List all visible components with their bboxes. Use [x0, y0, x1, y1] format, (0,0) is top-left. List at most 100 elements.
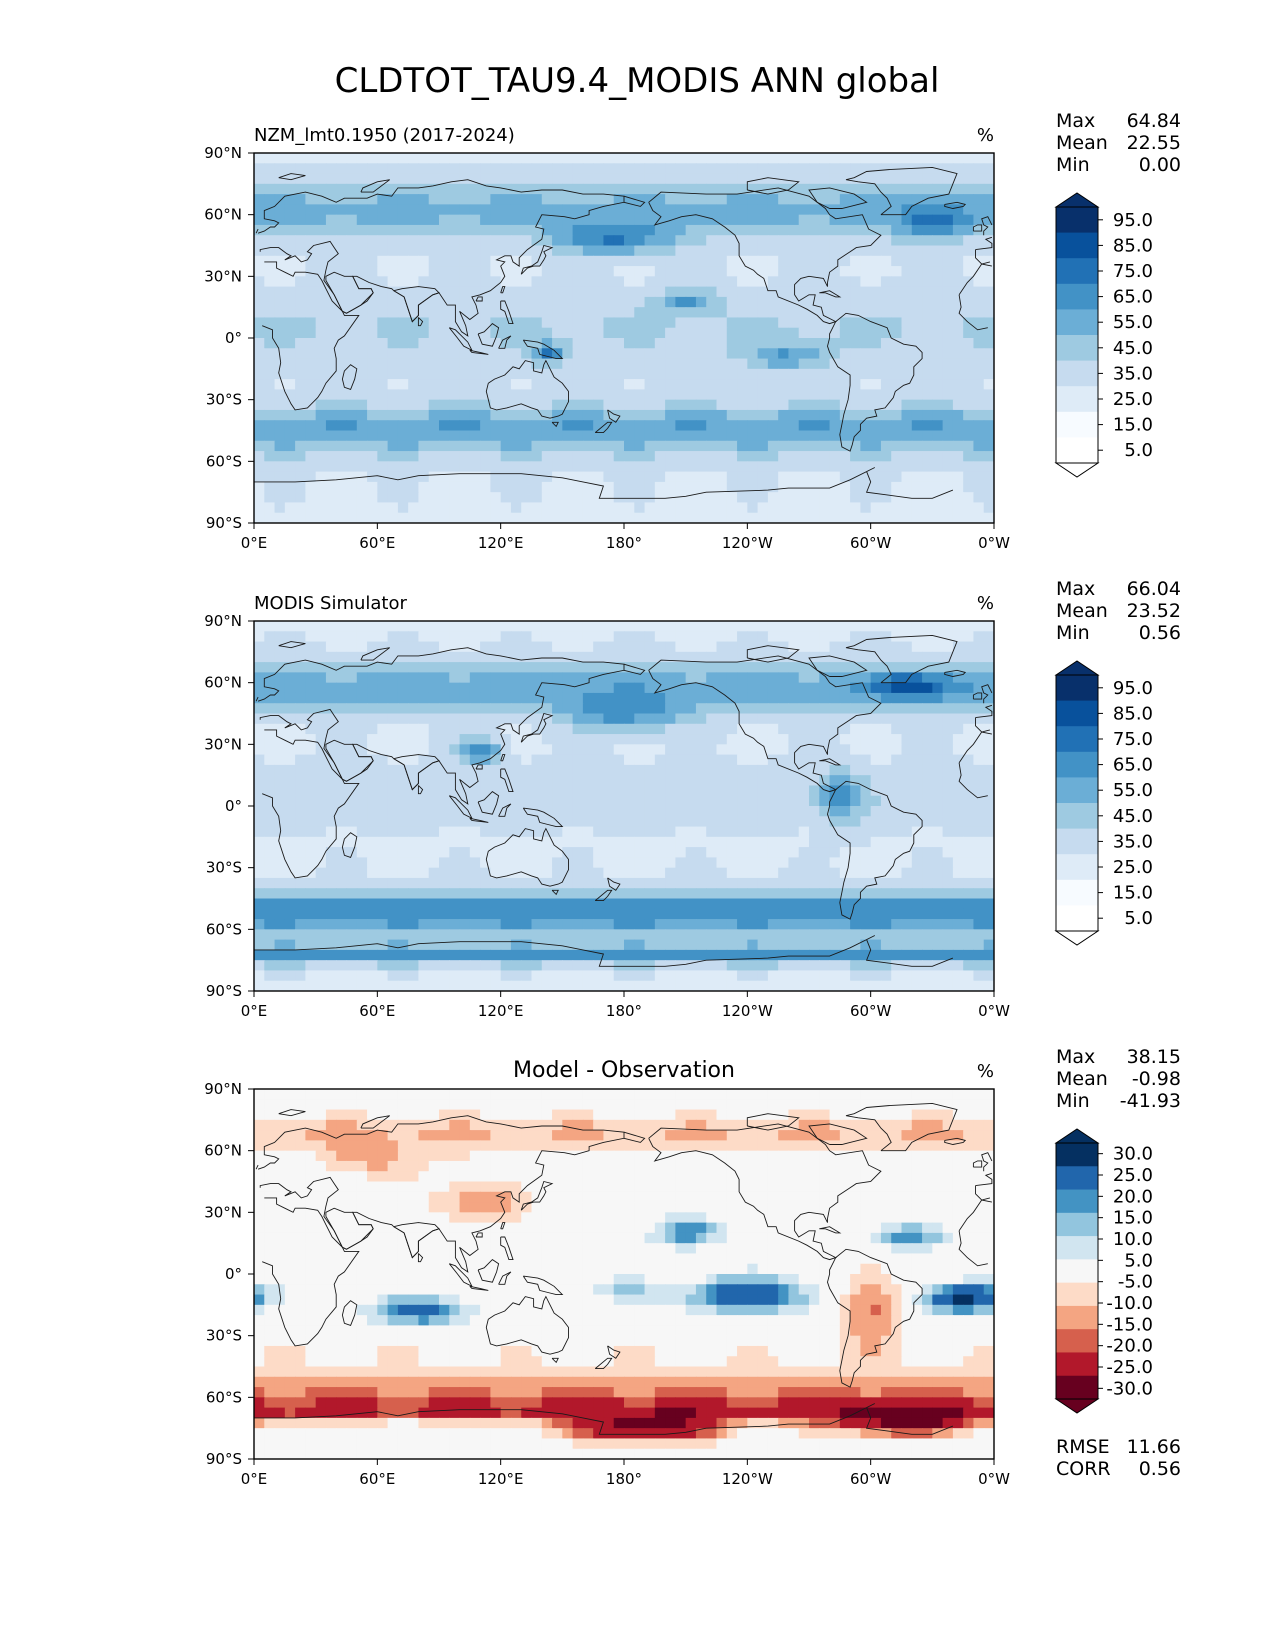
- field-cell: [665, 806, 676, 817]
- field-cell: [839, 857, 851, 869]
- field-cell: [685, 919, 697, 930]
- field-cell: [480, 409, 491, 421]
- field-cell: [510, 908, 522, 920]
- field-cell: [572, 631, 584, 643]
- field-cell: [387, 877, 399, 889]
- field-cell: [305, 662, 317, 673]
- field-cell: [675, 641, 687, 653]
- field-cell: [644, 338, 656, 349]
- field-cell: [675, 266, 687, 277]
- field-cell: [264, 651, 276, 663]
- field-cell: [336, 744, 348, 756]
- field-cell: [521, 276, 533, 288]
- field-cell: [870, 399, 882, 411]
- field-cell: [942, 461, 954, 473]
- field-cell: [521, 795, 533, 807]
- field-cell: [911, 785, 923, 797]
- field-cell: [634, 317, 646, 329]
- field-cell: [932, 651, 944, 663]
- field-cell: [634, 214, 646, 226]
- field-cell: [747, 296, 759, 308]
- field-cell: [356, 481, 368, 493]
- field-cell: [336, 775, 348, 787]
- field-cell: [695, 451, 707, 462]
- field-cell: [500, 723, 512, 735]
- field-cell: [880, 481, 892, 493]
- field-cell: [695, 409, 707, 421]
- field-cell: [922, 785, 933, 797]
- field-cell: [767, 713, 779, 725]
- field-cell: [490, 919, 502, 930]
- field-cell: [911, 775, 923, 787]
- field-cell: [942, 224, 954, 236]
- field-cell: [624, 399, 635, 411]
- field-cell: [983, 744, 994, 756]
- field-cell: [439, 764, 450, 776]
- field-cell: [418, 816, 430, 828]
- field-cell: [665, 785, 676, 797]
- field-cell: [654, 723, 666, 735]
- field-cell: [336, 826, 348, 838]
- field-cell: [685, 153, 697, 164]
- field-cell: [963, 348, 975, 360]
- field-cell: [911, 327, 923, 339]
- field-cell: [305, 307, 317, 319]
- field-cell: [983, 836, 994, 848]
- field-cell: [531, 775, 543, 787]
- field-cell: [891, 816, 903, 828]
- field-cell: [531, 502, 543, 514]
- field-cell: [469, 621, 481, 632]
- field-cell: [654, 939, 666, 951]
- field-cell: [850, 908, 861, 920]
- field-cell: [706, 641, 718, 653]
- field-cell: [726, 795, 738, 807]
- field-cell: [449, 440, 461, 452]
- field-cell: [274, 471, 286, 483]
- field-cell: [973, 631, 985, 643]
- field-cell: [829, 420, 841, 432]
- field-cell: [305, 214, 317, 226]
- field-cell: [387, 857, 399, 869]
- field-cell: [983, 358, 994, 370]
- field-cell: [449, 327, 461, 339]
- field-cell: [901, 368, 913, 380]
- field-cell: [778, 409, 790, 421]
- field-cell: [325, 723, 337, 735]
- field-cell: [325, 481, 337, 493]
- field-cell: [336, 512, 348, 523]
- field-cell: [829, 775, 841, 787]
- field-cell: [408, 214, 420, 226]
- field-cell: [644, 420, 656, 432]
- field-cell: [788, 836, 800, 848]
- field-cell: [665, 348, 676, 360]
- field-cell: [264, 430, 276, 442]
- field-cell: [839, 692, 851, 704]
- field-cell: [490, 734, 502, 745]
- field-cell: [449, 847, 461, 858]
- coastline-tasmania: [551, 421, 559, 428]
- field-cell: [305, 939, 317, 951]
- field-cell: [685, 651, 697, 663]
- field-cell: [459, 785, 471, 797]
- field-cell: [695, 255, 707, 267]
- field-cell: [767, 806, 779, 817]
- field-cell: [788, 908, 800, 920]
- field-cell: [942, 451, 954, 462]
- field-cell: [973, 224, 985, 236]
- field-cell: [963, 775, 975, 787]
- field-cell: [418, 235, 430, 247]
- field-cell: [397, 409, 409, 421]
- field-cell: [788, 296, 800, 308]
- field-cell: [819, 826, 831, 838]
- field-cell: [942, 358, 954, 370]
- field-cell: [737, 847, 748, 858]
- field-cell: [891, 389, 903, 401]
- field-cell: [788, 651, 800, 663]
- field-cell: [325, 235, 337, 247]
- field-cell: [839, 877, 851, 889]
- field-cell: [593, 399, 605, 411]
- field-cell: [685, 621, 697, 632]
- field-cell: [737, 461, 748, 473]
- field-cell: [562, 492, 574, 504]
- field-cell: [901, 317, 913, 329]
